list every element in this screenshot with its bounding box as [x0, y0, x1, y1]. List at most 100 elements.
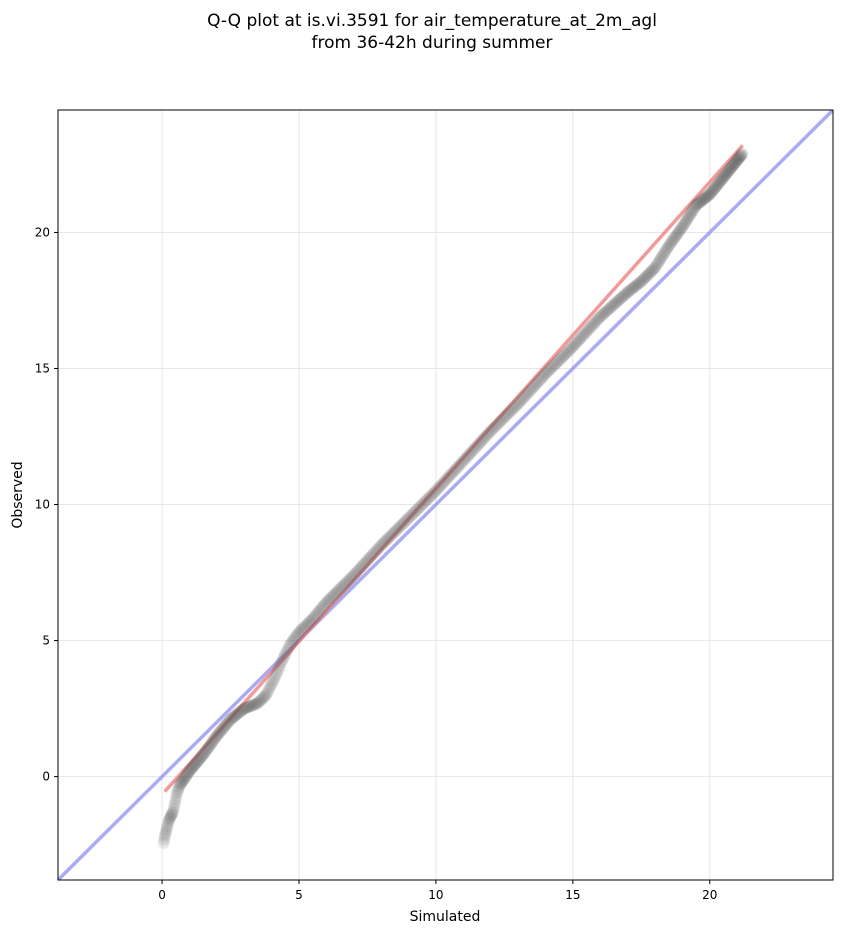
quantile-point — [294, 625, 307, 638]
quantile-point — [686, 204, 699, 217]
quantile-point — [322, 594, 335, 607]
quantile-point — [173, 780, 186, 793]
quantile-point — [667, 232, 680, 245]
quantile-point — [205, 737, 218, 750]
quantile-point — [190, 756, 203, 769]
quantile-point — [313, 604, 326, 617]
quantile-point — [355, 560, 368, 573]
quantile-point — [720, 167, 733, 180]
quantile-point — [567, 339, 580, 352]
quantile-point — [326, 590, 339, 603]
quantile-point — [570, 336, 583, 349]
quantile-point — [178, 772, 191, 785]
quantile-point — [483, 426, 496, 439]
plot-area-frame — [57, 109, 834, 881]
quantile-point — [390, 524, 403, 537]
quantile-point — [621, 286, 634, 299]
quantile-point — [593, 311, 606, 324]
quantile-point — [253, 695, 266, 708]
quantile-point — [279, 648, 292, 661]
quantile-point — [315, 602, 328, 615]
quantile-point — [559, 347, 572, 360]
quantile-point — [656, 250, 669, 263]
quantile-point — [601, 304, 614, 317]
quantile-point — [394, 520, 407, 533]
quantile-point — [243, 700, 256, 713]
quantile-point — [585, 320, 598, 333]
quantile-point — [525, 382, 538, 395]
quantile-point — [679, 215, 692, 228]
quantile-point — [453, 458, 466, 471]
quantile-point — [161, 818, 174, 831]
quantile-point — [618, 288, 631, 301]
quantile-point — [714, 174, 727, 187]
quantile-point — [166, 807, 179, 820]
quantile-point — [271, 665, 284, 678]
y-tick-label: 20 — [35, 225, 50, 239]
quantile-point — [198, 747, 211, 760]
quantile-point — [228, 710, 241, 723]
quantile-point — [681, 212, 694, 225]
quantile-point — [157, 836, 170, 849]
quantile-point — [639, 271, 652, 284]
quantile-point — [335, 581, 348, 594]
quantile-point — [444, 468, 457, 481]
quantile-point — [437, 476, 450, 489]
quantile-point — [256, 692, 269, 705]
quantile-point — [720, 168, 733, 181]
quantile-point — [344, 572, 357, 585]
quantile-point — [714, 175, 727, 188]
quantile-point — [349, 567, 362, 580]
quantile-point — [535, 371, 548, 384]
quantile-point — [434, 480, 447, 493]
quantile-point — [611, 295, 624, 308]
chart-title-line-2: from 36-42h during summer — [312, 33, 553, 53]
quantile-point — [501, 408, 514, 421]
quantile-point — [397, 517, 410, 530]
quantile-point — [606, 300, 619, 313]
quantile-point — [481, 428, 494, 441]
quantile-point — [212, 728, 225, 741]
quantile-point — [693, 196, 706, 209]
quantile-point — [608, 297, 621, 310]
quantile-point — [286, 634, 299, 647]
quantile-point — [532, 375, 545, 388]
quantile-point — [544, 363, 557, 376]
quantile-point — [387, 527, 400, 540]
quantile-point — [206, 735, 219, 748]
quantile-point — [678, 217, 691, 230]
quantile-point — [375, 538, 388, 551]
quantile-point — [455, 457, 468, 470]
quantile-point — [597, 308, 610, 321]
quantile-point — [674, 223, 687, 236]
quantile-point — [712, 177, 725, 190]
quantile-point — [735, 148, 748, 161]
quantile-point — [368, 546, 381, 559]
quantile-point — [426, 487, 439, 500]
quantile-point — [691, 198, 704, 211]
quantile-point — [441, 471, 454, 484]
quantile-point — [289, 631, 302, 644]
quantile-point — [717, 170, 730, 183]
quantile-point — [489, 420, 502, 433]
quantile-point — [477, 432, 490, 445]
quantile-point — [269, 670, 282, 683]
quantile-point — [280, 646, 293, 659]
quantile-point — [695, 194, 708, 207]
quantile-point — [214, 725, 227, 738]
quantile-point — [217, 722, 230, 735]
quantile-point — [486, 423, 499, 436]
quantile-point — [649, 261, 662, 274]
quantile-point — [320, 596, 333, 609]
quantile-point — [458, 454, 471, 467]
quantile-point — [506, 402, 519, 415]
quantile-point — [410, 504, 423, 517]
quantile-point — [312, 605, 325, 618]
quantile-point — [540, 367, 553, 380]
quantile-point — [381, 533, 394, 546]
quantile-point — [693, 196, 706, 209]
quantile-point — [334, 582, 347, 595]
quantile-point — [258, 690, 271, 703]
chart-title-line-1: Q-Q plot at is.vi.3591 for air_temperatu… — [207, 11, 657, 31]
quantile-point — [175, 776, 188, 789]
